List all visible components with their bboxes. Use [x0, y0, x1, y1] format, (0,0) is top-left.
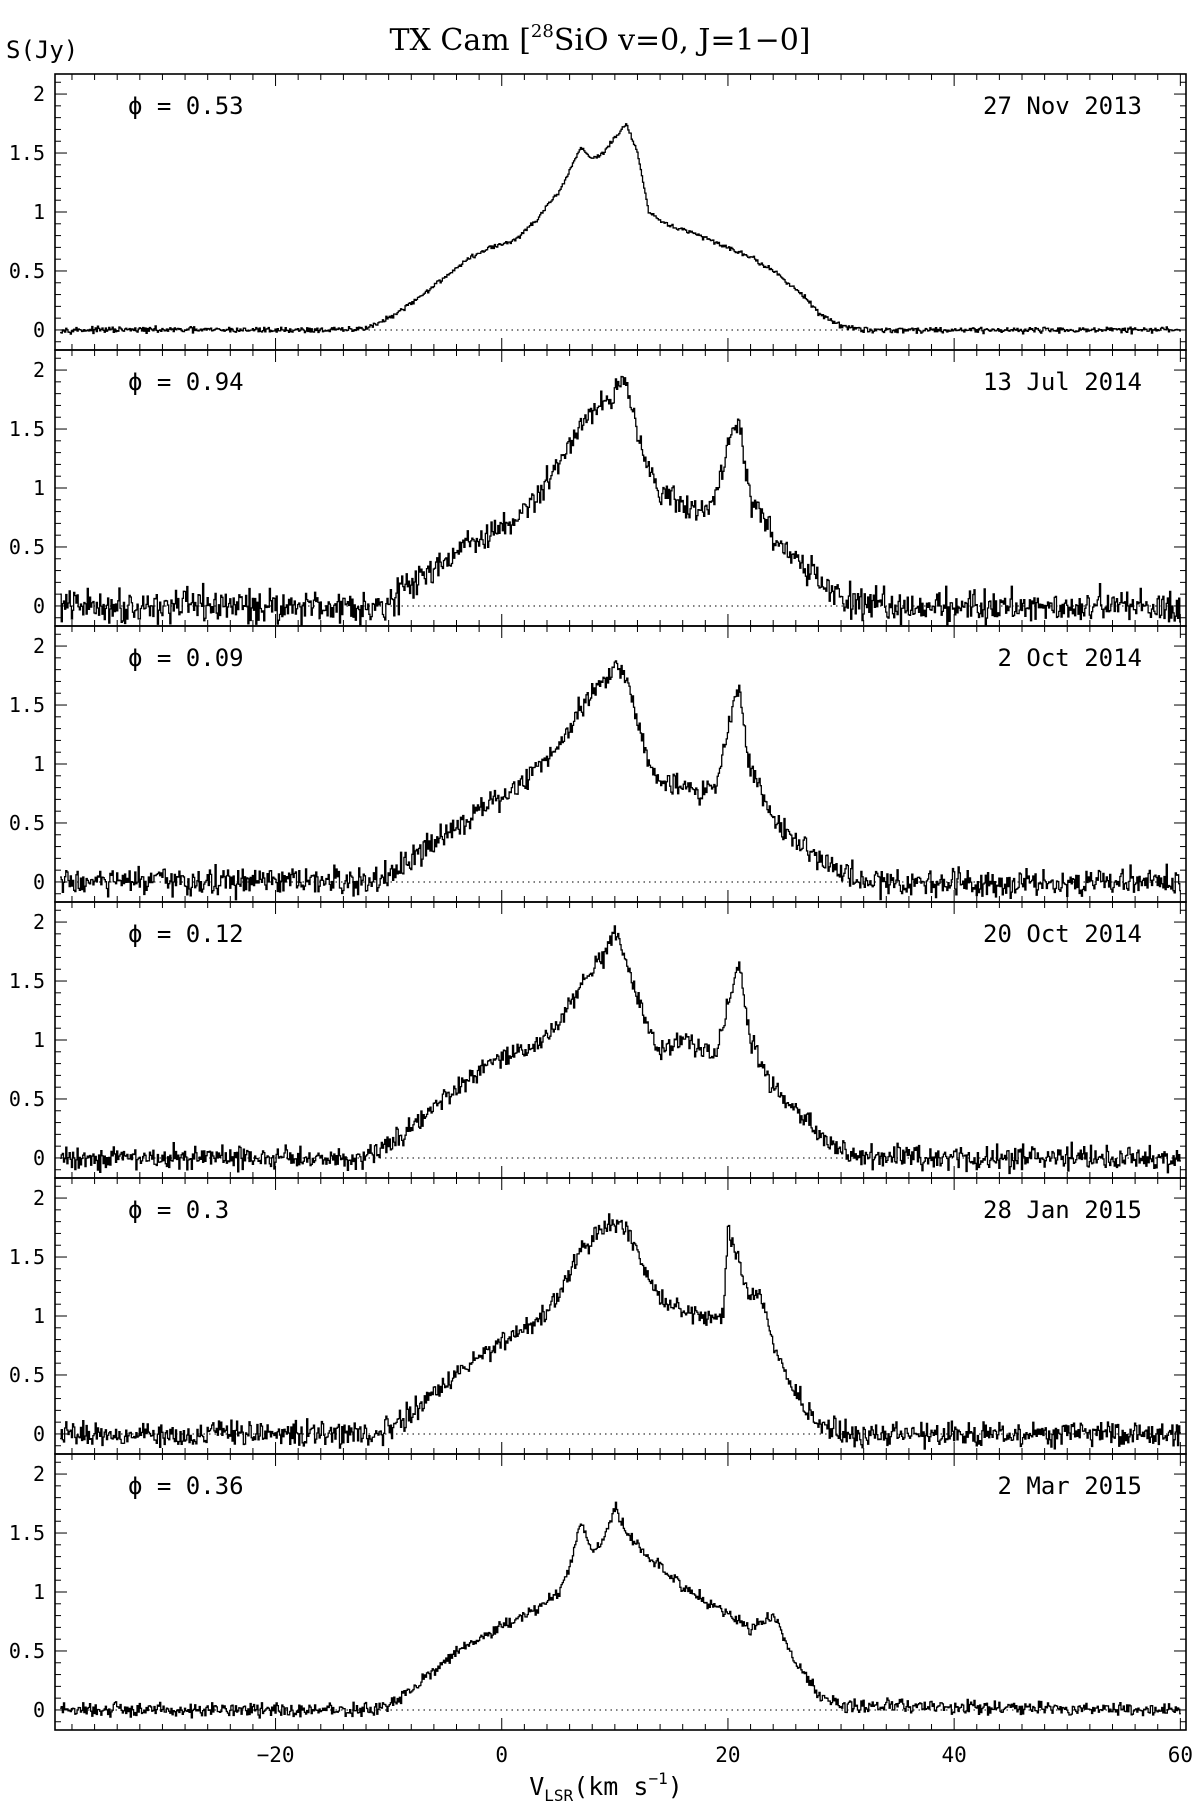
phase-label: ϕ = 0.53	[128, 92, 244, 120]
spectrum-panel: 0 0.5 1 1.5 2 ϕ = 0.36 2 Mar 2015 −20 0 20 40 60	[9, 1453, 1193, 1767]
title-suffix: SiO v=0, J=1−0]	[554, 23, 811, 58]
spectrum-line	[60, 1501, 1181, 1719]
y-tick-label: 1.5	[9, 1245, 45, 1269]
date-label: 28 Jan 2015	[983, 1196, 1142, 1224]
spectrum-line	[60, 1213, 1181, 1450]
y-axis-label: S(Jy)	[6, 36, 78, 64]
y-tick-label: 0	[33, 1422, 45, 1446]
y-tick-label: 0.5	[9, 1087, 45, 1111]
x-tick-label: 0	[495, 1743, 508, 1767]
y-tick-label: 0.5	[9, 535, 45, 559]
phase-label: ϕ = 0.09	[128, 644, 244, 672]
panels: 0 0.5 1 1.5 2 ϕ = 0.53 27 Nov 2013 0 0.5 1 1.5 2 ϕ =…	[9, 73, 1193, 1767]
x-tick-label: 40	[941, 1743, 966, 1767]
y-tick-label: 1	[33, 1580, 45, 1604]
svg-text:VLSR(km s−1): VLSR(km s−1)	[529, 1769, 683, 1805]
date-label: 2 Mar 2015	[998, 1472, 1143, 1500]
spectrum-line	[60, 375, 1181, 626]
y-tick-label: 1.5	[9, 141, 45, 165]
y-tick-label: 1	[33, 1028, 45, 1052]
y-tick-label: 0.5	[9, 1363, 45, 1387]
date-label: 20 Oct 2014	[983, 920, 1142, 948]
y-tick-label: 1.5	[9, 417, 45, 441]
y-tick-label: 0	[33, 870, 45, 894]
y-tick-label: 0	[33, 594, 45, 618]
y-tick-label: 1.5	[9, 969, 45, 993]
y-tick-label: 1	[33, 752, 45, 776]
x-tick-label: −20	[257, 1743, 295, 1767]
y-tick-label: 0.5	[9, 1639, 45, 1663]
spectrum-panel: 0 0.5 1 1.5 2 ϕ = 0.53 27 Nov 2013	[9, 73, 1187, 351]
x-tick-label: 60	[1168, 1743, 1193, 1767]
y-tick-label: 0	[33, 1698, 45, 1722]
x-axis-label-close: )	[668, 1772, 683, 1801]
title-isotope: 28	[531, 21, 554, 42]
x-axis-label-exp: −1	[648, 1769, 667, 1788]
chart-title: TX Cam [28SiO v=0, J=1−0]	[389, 21, 810, 58]
svg-text:TX Cam [28SiO v=0, J=1−0]: TX Cam [28SiO v=0, J=1−0]	[389, 21, 810, 58]
x-axis-label-main: V	[529, 1772, 544, 1801]
phase-label: ϕ = 0.94	[128, 368, 244, 396]
phase-label: ϕ = 0.3	[128, 1196, 229, 1224]
y-tick-label: 2	[33, 634, 45, 658]
y-tick-label: 0.5	[9, 811, 45, 835]
y-tick-label: 2	[33, 910, 45, 934]
y-tick-label: 2	[33, 358, 45, 382]
spectrum-panel: 0 0.5 1 1.5 2 ϕ = 0.09 2 Oct 2014	[9, 625, 1187, 903]
spectrum-panel: 0 0.5 1 1.5 2 ϕ = 0.3 28 Jan 2015	[9, 1177, 1187, 1455]
y-tick-label: 2	[33, 1186, 45, 1210]
spectrum-panel: 0 0.5 1 1.5 2 ϕ = 0.12 20 Oct 2014	[9, 901, 1187, 1179]
phase-label: ϕ = 0.36	[128, 1472, 244, 1500]
y-tick-label: 2	[33, 1462, 45, 1486]
y-tick-label: 0	[33, 318, 45, 342]
y-tick-label: 0.5	[9, 259, 45, 283]
x-axis-label-sub: LSR	[544, 1786, 573, 1805]
y-tick-label: 0	[33, 1146, 45, 1170]
y-tick-label: 1.5	[9, 693, 45, 717]
x-axis-label: VLSR(km s−1)	[529, 1769, 683, 1805]
phase-label: ϕ = 0.12	[128, 920, 244, 948]
y-tick-label: 1	[33, 1304, 45, 1328]
y-tick-label: 2	[33, 82, 45, 106]
y-tick-label: 1	[33, 200, 45, 224]
date-label: 27 Nov 2013	[983, 92, 1142, 120]
x-tick-label: 20	[715, 1743, 740, 1767]
y-tick-label: 1.5	[9, 1521, 45, 1545]
title-prefix: TX Cam [	[389, 23, 530, 58]
spectrum-line	[60, 123, 1181, 335]
spectrum-line	[60, 925, 1181, 1175]
date-label: 13 Jul 2014	[983, 368, 1142, 396]
spectrum-panel: 0 0.5 1 1.5 2 ϕ = 0.94 13 Jul 2014	[9, 349, 1187, 627]
x-axis-label-unit: (km s	[573, 1772, 648, 1801]
y-tick-label: 1	[33, 476, 45, 500]
date-label: 2 Oct 2014	[998, 644, 1143, 672]
spectrum-line	[60, 660, 1181, 901]
